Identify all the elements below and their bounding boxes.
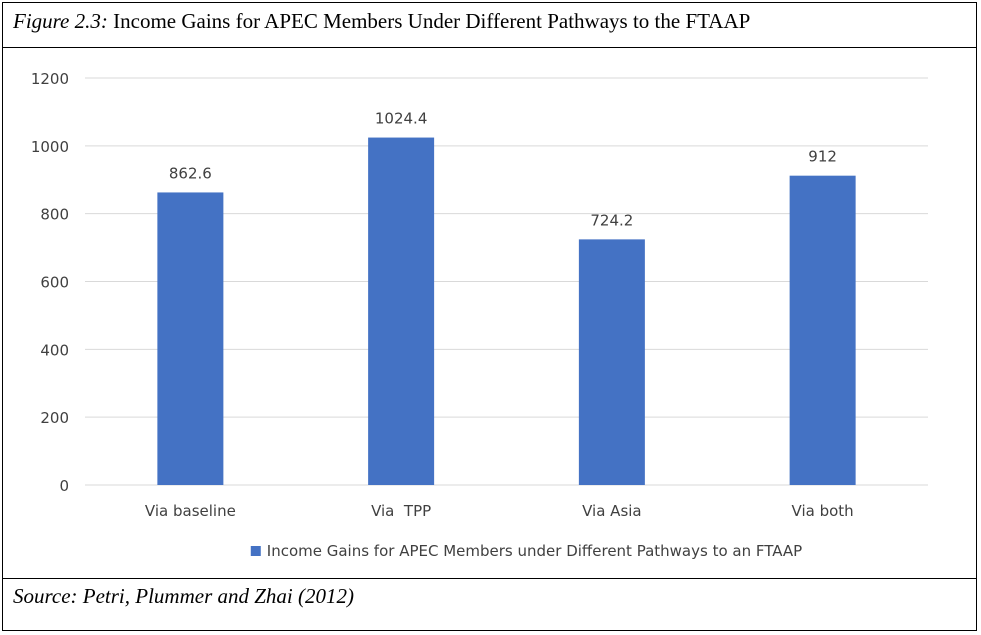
figure-title: Income Gains for APEC Members Under Diff… [113,9,751,33]
figure-source: Source: Petri, Plummer and Zhai (2012) [3,578,976,630]
y-tick-label: 1200 [31,70,69,88]
data-label: 862.6 [169,164,212,182]
y-tick-label: 800 [40,206,69,224]
y-tick-label: 1000 [31,138,69,156]
figure-label: Figure 2.3: [13,9,108,33]
legend-swatch [250,546,261,556]
figure-caption: Figure 2.3: Income Gains for APEC Member… [3,3,976,48]
x-tick-label: Via Asia [582,502,642,520]
y-tick-label: 200 [40,409,69,427]
data-label: 724.2 [590,211,633,229]
y-tick-label: 0 [59,477,69,495]
y-tick-label: 400 [40,341,69,359]
bar [368,137,435,485]
bar [157,192,224,486]
x-tick-label: Via both [792,502,854,520]
data-label: 1024.4 [375,110,428,128]
bar [578,239,645,485]
legend-label: Income Gains for APEC Members under Diff… [267,542,802,560]
x-tick-label: Via TPP [371,502,431,520]
data-label: 912 [808,148,837,166]
y-tick-label: 600 [40,274,69,292]
bar-chart: 0 200 400 600 800 1000 1200 862.6 Via baseline 10… [31,70,928,560]
x-tick-label: Via baseline [145,502,236,520]
bar [789,175,856,485]
chart-area: 0 200 400 600 800 1000 1200 862.6 Via baseline 10… [3,48,976,578]
